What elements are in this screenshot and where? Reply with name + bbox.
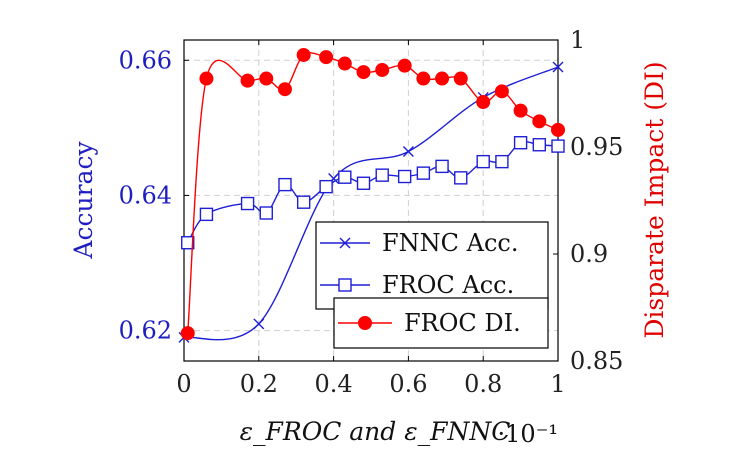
point-froc-acc-6 [319, 179, 333, 194]
legend-label-froc-acc: FROC Acc. [382, 271, 514, 299]
point-froc-di-13 [453, 71, 468, 86]
point-froc-acc-15 [495, 154, 509, 169]
point-fnnc-acc-3 [402, 146, 414, 158]
point-froc-acc-7 [338, 170, 352, 184]
y-left-tick-label-2: 0.66 [119, 46, 172, 74]
series-group [178, 47, 565, 343]
legend-label-fnnc-acc: FNNC Acc. [382, 229, 519, 257]
point-froc-acc-18 [551, 139, 565, 153]
legend-marker-fnnc-acc [339, 237, 351, 249]
y-right-tick-label-3: 1 [570, 26, 585, 54]
point-froc-acc-14 [476, 154, 490, 169]
point-froc-acc-8 [356, 176, 371, 190]
x-tick-label-0: 0 [176, 370, 191, 398]
point-froc-di-7 [337, 56, 352, 71]
point-froc-di-6 [319, 50, 334, 65]
legend-label-froc-di: FROC DI. [404, 309, 521, 337]
point-froc-di-1 [199, 71, 214, 86]
y-left-axis-label: Accuracy [69, 141, 98, 260]
y-right-tick-label-0: 0.85 [570, 347, 623, 375]
y-left-tick-label-1: 0.64 [119, 181, 172, 209]
y-right-axis-label: Disparate Impact (DI) [640, 61, 669, 338]
point-froc-di-0 [180, 326, 195, 341]
point-froc-di-8 [356, 65, 371, 80]
point-froc-acc-17 [532, 138, 546, 152]
point-froc-di-5 [296, 47, 311, 62]
y-right-tick-label-1: 0.9 [570, 240, 608, 268]
point-fnnc-acc-1-b [253, 318, 265, 330]
point-froc-di-18 [551, 122, 565, 137]
legend-marker-fnnc-acc-b [339, 237, 351, 249]
point-froc-acc-2 [240, 196, 255, 211]
point-froc-acc-12 [435, 159, 449, 174]
point-froc-acc-10 [397, 169, 412, 184]
point-froc-di-4 [277, 82, 292, 97]
point-froc-di-14 [476, 95, 491, 110]
legend-marker-froc-di [358, 316, 372, 330]
y-left-tick-label-0: 0.62 [119, 317, 172, 345]
point-froc-acc-13 [454, 171, 468, 185]
legend-marker-froc-acc [338, 278, 352, 292]
point-froc-acc-3 [259, 206, 273, 220]
y-right-tick-label-2: 0.95 [570, 133, 623, 161]
point-froc-di-17 [532, 114, 547, 129]
point-froc-di-9 [375, 62, 390, 77]
x-axis-label: ε_FROC and ε_FNNC [240, 417, 511, 446]
x-axis-exponent: ·10⁻¹ [498, 420, 558, 448]
point-froc-di-15 [494, 84, 509, 99]
point-froc-di-16 [513, 103, 528, 118]
x-tick-label-2: 0.4 [315, 370, 353, 398]
plot-frame [183, 39, 559, 362]
point-froc-di-12 [435, 71, 450, 86]
x-tick-label-4: 0.8 [464, 370, 502, 398]
x-tick-label-1: 0.2 [240, 370, 278, 398]
legend: FNNC Acc. FROC Acc. FROC DI. [315, 221, 549, 349]
x-tick-label-3: 0.6 [389, 370, 427, 398]
point-froc-acc-11 [416, 166, 431, 180]
point-fnnc-acc-5-b [552, 61, 564, 73]
point-froc-acc-9 [375, 168, 389, 182]
point-froc-di-11 [416, 71, 431, 86]
point-fnnc-acc-3-b [402, 146, 414, 158]
point-froc-di-3 [259, 71, 274, 86]
point-froc-di-10 [397, 58, 412, 73]
point-froc-acc-0 [181, 236, 195, 250]
point-froc-acc-4 [278, 177, 292, 192]
point-fnnc-acc-1 [253, 318, 265, 330]
point-froc-acc-16 [513, 136, 528, 150]
point-froc-di-2 [240, 73, 255, 88]
point-fnnc-acc-5 [552, 61, 564, 73]
x-tick-label-5: 1 [550, 370, 565, 398]
point-froc-acc-5 [296, 195, 311, 209]
point-froc-acc-1 [199, 207, 214, 222]
